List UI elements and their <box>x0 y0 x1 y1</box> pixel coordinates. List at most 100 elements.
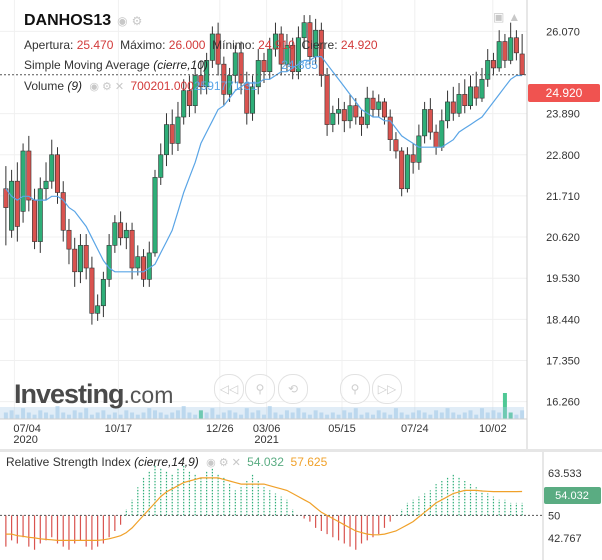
volume-bar <box>422 412 427 419</box>
candle-body <box>152 177 158 254</box>
low-label: Mínimo: <box>212 38 255 52</box>
scroll-forward-button[interactable]: ▷▷ <box>372 374 402 404</box>
volume-bar <box>66 414 71 419</box>
candle-body <box>43 180 49 190</box>
candle-body <box>37 188 43 242</box>
volume-bar <box>175 410 180 419</box>
volume-bar <box>353 408 358 419</box>
eye-icon[interactable]: ◉ <box>89 81 102 93</box>
time-tick-label: 07/04 <box>13 423 41 435</box>
volume-bar <box>307 414 312 419</box>
zoom-in-button[interactable]: ⚲ <box>340 374 370 404</box>
volume-bar <box>451 412 456 419</box>
volume-bar <box>216 414 221 419</box>
instrument-name: DANHOS13 <box>24 12 112 29</box>
candle-body <box>272 33 278 50</box>
price-tick-label: 20.620 <box>546 232 580 244</box>
candle-body <box>496 41 502 69</box>
candle-body <box>26 150 32 201</box>
price-grid <box>0 0 527 419</box>
price-tick-label: 18.440 <box>546 314 580 326</box>
volume-bar <box>239 414 244 419</box>
low-value: 24.910 <box>258 38 295 52</box>
rsi-params: (cierre,14,9) <box>134 455 199 469</box>
volume-bar <box>44 412 49 419</box>
eye-icon[interactable]: ◉ <box>206 457 219 469</box>
volume-bar <box>520 410 525 419</box>
close-icon[interactable]: ✕ <box>231 457 244 469</box>
candle-body <box>227 75 233 95</box>
candle-body <box>462 94 468 106</box>
zoom-out-button[interactable]: ⚲ <box>245 374 275 404</box>
volume-bar <box>101 410 106 419</box>
settings-icon[interactable]: ▲ <box>508 10 525 24</box>
rsi-pane: 63.533 50 42.767 54.032 <box>0 452 601 560</box>
close-value: 24.920 <box>340 38 378 52</box>
candle-body <box>381 101 387 118</box>
price-tick-label: 19.530 <box>546 273 580 285</box>
volume-bar <box>457 414 462 419</box>
candle-body <box>169 124 175 144</box>
sma-label: Simple Moving Average <box>24 58 150 72</box>
volume-bar <box>330 412 335 419</box>
reset-icon: ⟲ <box>287 382 299 396</box>
candle-body <box>513 37 519 54</box>
volume-bar <box>325 414 330 419</box>
volume-bar <box>78 412 83 419</box>
gear-icon[interactable]: ⚙ <box>131 14 147 28</box>
volume-bar <box>38 410 43 419</box>
candle-body <box>376 101 382 110</box>
volume-bars <box>0 393 525 419</box>
candle-body <box>255 60 261 88</box>
candle-body <box>261 60 267 73</box>
candle-body <box>66 229 72 250</box>
candle-body <box>416 135 422 163</box>
sma-legend[interactable]: Simple Moving Average (cierre,10) 24.865 <box>24 58 318 72</box>
scroll-back-button[interactable]: ◁◁ <box>214 374 244 404</box>
candle-body <box>20 150 26 212</box>
close-icon[interactable]: ✕ <box>114 81 128 93</box>
gear-icon[interactable]: ⚙ <box>102 81 115 93</box>
eye-icon[interactable]: ◉ <box>117 14 132 28</box>
candle-body <box>209 33 215 61</box>
time-tick-label: 10/17 <box>105 423 133 435</box>
gear-icon[interactable]: ⚙ <box>218 457 232 469</box>
candle-body <box>192 75 198 106</box>
volume-bar <box>49 414 54 419</box>
candle-body <box>250 86 256 114</box>
candle-body <box>284 44 290 65</box>
forward-icon: ▷▷ <box>377 382 397 396</box>
rsi-legend[interactable]: Relative Strength Index (cierre,14,9) ◉⚙… <box>6 455 327 469</box>
instrument-title: DANHOS13 ◉⚙ <box>24 12 146 30</box>
volume-params: (9) <box>67 79 83 93</box>
ohlc-legend: Apertura: 25.470 Máximo: 26.000 Mínimo: … <box>24 38 378 52</box>
volume-bar <box>502 393 507 419</box>
candle-body <box>324 75 330 125</box>
price-tick-label: 26.070 <box>546 26 580 38</box>
volume-bar <box>348 412 353 419</box>
candle-body <box>468 86 474 106</box>
candle-body <box>433 131 439 148</box>
top-right-tools: ▣▲ <box>493 10 524 24</box>
candle-body <box>267 48 273 73</box>
candle-body <box>450 101 456 114</box>
volume-bar <box>204 412 209 419</box>
zoom-in-icon: ⚲ <box>350 382 360 396</box>
candle-body <box>232 52 238 76</box>
candle-body <box>490 60 496 69</box>
candle-body <box>100 279 106 307</box>
candle-body <box>221 63 227 95</box>
volume-bar <box>468 410 473 419</box>
reset-zoom-button[interactable]: ⟲ <box>278 374 308 404</box>
rsi-signal-line <box>5 477 523 541</box>
screenshot-icon[interactable]: ▣ <box>493 10 509 24</box>
sma-params: (cierre,10) <box>153 58 208 72</box>
pane-separator[interactable] <box>0 449 602 452</box>
rsi-axis: 63.533 50 42.767 <box>548 468 582 545</box>
volume-bar <box>112 412 117 419</box>
volume-legend[interactable]: Volume (9) ◉⚙✕ 700201.0002591771.31 <box>24 79 257 93</box>
candle-body <box>278 33 284 65</box>
volume-bar <box>399 412 404 419</box>
